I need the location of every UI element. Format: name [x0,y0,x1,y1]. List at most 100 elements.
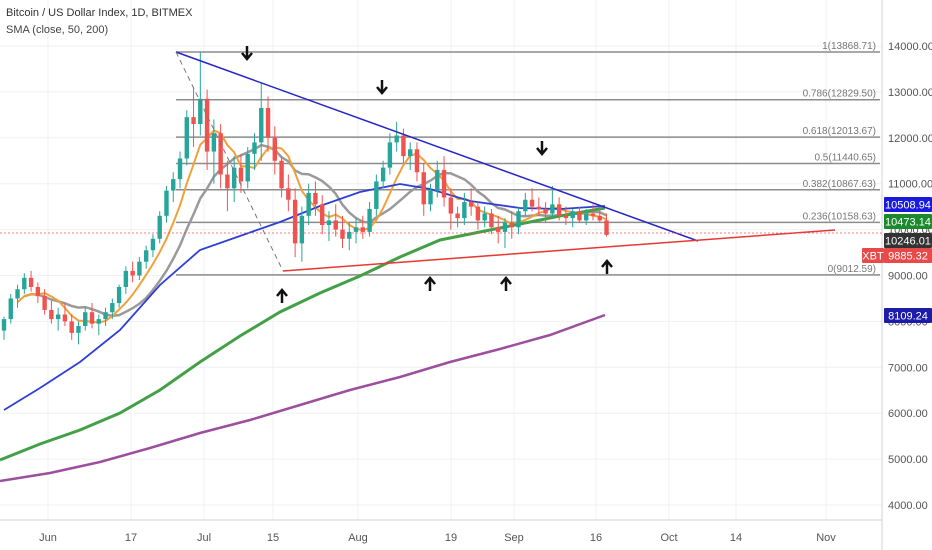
arrow-head [424,276,436,285]
candle-body [550,204,555,214]
candle-body [597,215,602,221]
price-tag-label: 10508.94 [885,200,931,212]
symbol-title: Bitcoin / US Dollar Index, 1D, BITMEX [6,7,193,19]
candle-body [529,199,535,207]
candle-body [76,325,81,333]
candle-body [468,202,474,207]
price-tag-box [884,214,932,229]
candle-body [428,190,433,205]
arrow-head [276,288,288,297]
candle-body [42,296,47,310]
candle-body [340,229,345,239]
candle-body [353,227,359,232]
candle-body [604,220,609,235]
arrow-head [536,147,548,156]
up-arrow-icon [276,288,288,303]
fib-level-label: 0.786(12829.50) [803,89,876,100]
fib-level-label: 0.5(11440.65) [814,152,876,163]
price-tag-box [884,197,932,212]
time-axis[interactable]: Jun 17 Jul 15 Aug 19 Sep 16 Oct 14 Nov [0,519,882,544]
candle-body [489,213,494,228]
sma-gray-line [23,143,607,318]
time-tick-label: 19 [445,532,457,544]
candle-body [414,149,420,173]
candle-body [367,208,372,232]
moving-averages [0,129,607,483]
indicator-legend: SMA (close, 50, 200) [6,24,109,36]
candle-body [523,199,528,212]
up-arrow-icon [601,259,613,274]
price-tag-label: XBT [862,251,884,263]
time-tick-label: Oct [660,532,677,544]
candle-body [299,215,305,244]
down-arrow-icon [536,141,548,156]
candle-body [225,174,230,189]
candle-body [543,208,548,214]
candle-body [448,197,454,214]
candle-body [272,137,277,161]
price-tick-label: 9000.00 [888,271,928,283]
candle-body [435,169,440,191]
candle-body [231,167,237,189]
candle-body [577,211,582,221]
candle-body [360,227,366,232]
candle-body [286,188,291,200]
candle-body [238,167,244,182]
arrow-head [500,276,512,285]
trendlines[interactable] [175,51,836,272]
candle-body [333,220,338,230]
price-tag-box [884,248,932,263]
up-arrow-icon [500,276,512,291]
descending-trendline [175,51,699,242]
candlesticks [1,52,609,345]
candle-body [401,135,406,157]
candle-body [441,169,447,198]
time-tick-label: 15 [267,532,279,544]
candle-body [137,261,142,276]
candle-body [502,222,508,232]
sma-blue-line [3,183,606,411]
price-tag-box [884,233,932,248]
candle-body [15,289,20,299]
time-tick-label: Jul [197,532,211,544]
fib-level-label: 0.382(10867.63) [803,179,876,190]
candle-body [177,158,183,180]
candle-body [211,133,217,152]
price-axis[interactable]: 4000.005000.006000.007000.008000.009000.… [881,0,932,550]
time-tick-label: Nov [816,532,836,544]
candle-body [326,220,332,226]
candle-body [265,107,271,138]
time-tick-label: 14 [730,532,742,544]
candle-body [35,286,41,297]
arrow-head [376,86,388,95]
sma-orange-line [16,129,607,324]
arrow-head [601,259,613,268]
price-tag-label: 10246.01 [885,236,931,248]
price-tag-label: 10473.14 [885,217,931,229]
price-tick-label: 6000.00 [888,408,928,420]
fib-level-label: 0.236(10158.63) [803,211,876,222]
candle-body [110,303,115,313]
price-tick-label: 14000.00 [888,41,932,53]
candle-body [198,98,203,125]
candle-body [252,142,257,154]
price-tick-label: 7000.00 [888,362,928,374]
candle-body [245,153,250,182]
candle-body [590,213,596,216]
candle-body [116,286,122,304]
annotation-arrows [241,46,613,303]
time-tick-label: Sep [504,532,524,544]
candle-body [536,206,542,209]
sma-200-line [0,313,606,483]
up-arrow-icon [424,276,436,291]
candle-body [387,142,393,168]
candle-body [62,314,68,322]
grid-lines [0,0,882,520]
candle-body [69,321,74,333]
candle-body [455,213,460,219]
candle-body [130,270,135,276]
candle-body [279,160,284,189]
candle-body [157,215,162,239]
